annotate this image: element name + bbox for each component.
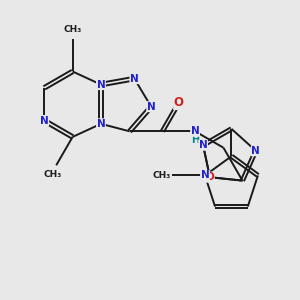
Text: N: N: [251, 146, 260, 156]
Text: N: N: [201, 170, 209, 181]
Text: N: N: [97, 119, 105, 129]
Text: N: N: [147, 102, 155, 112]
Text: O: O: [174, 97, 184, 110]
Text: N: N: [130, 74, 139, 84]
Text: CH₃: CH₃: [64, 25, 82, 34]
Text: N: N: [97, 80, 105, 90]
Text: H: H: [191, 134, 199, 145]
Text: N: N: [199, 140, 208, 150]
Text: CH₃: CH₃: [44, 170, 62, 179]
Text: O: O: [206, 172, 214, 182]
Text: CH₃: CH₃: [152, 171, 171, 180]
Text: N: N: [40, 116, 49, 126]
Text: N: N: [191, 126, 200, 136]
